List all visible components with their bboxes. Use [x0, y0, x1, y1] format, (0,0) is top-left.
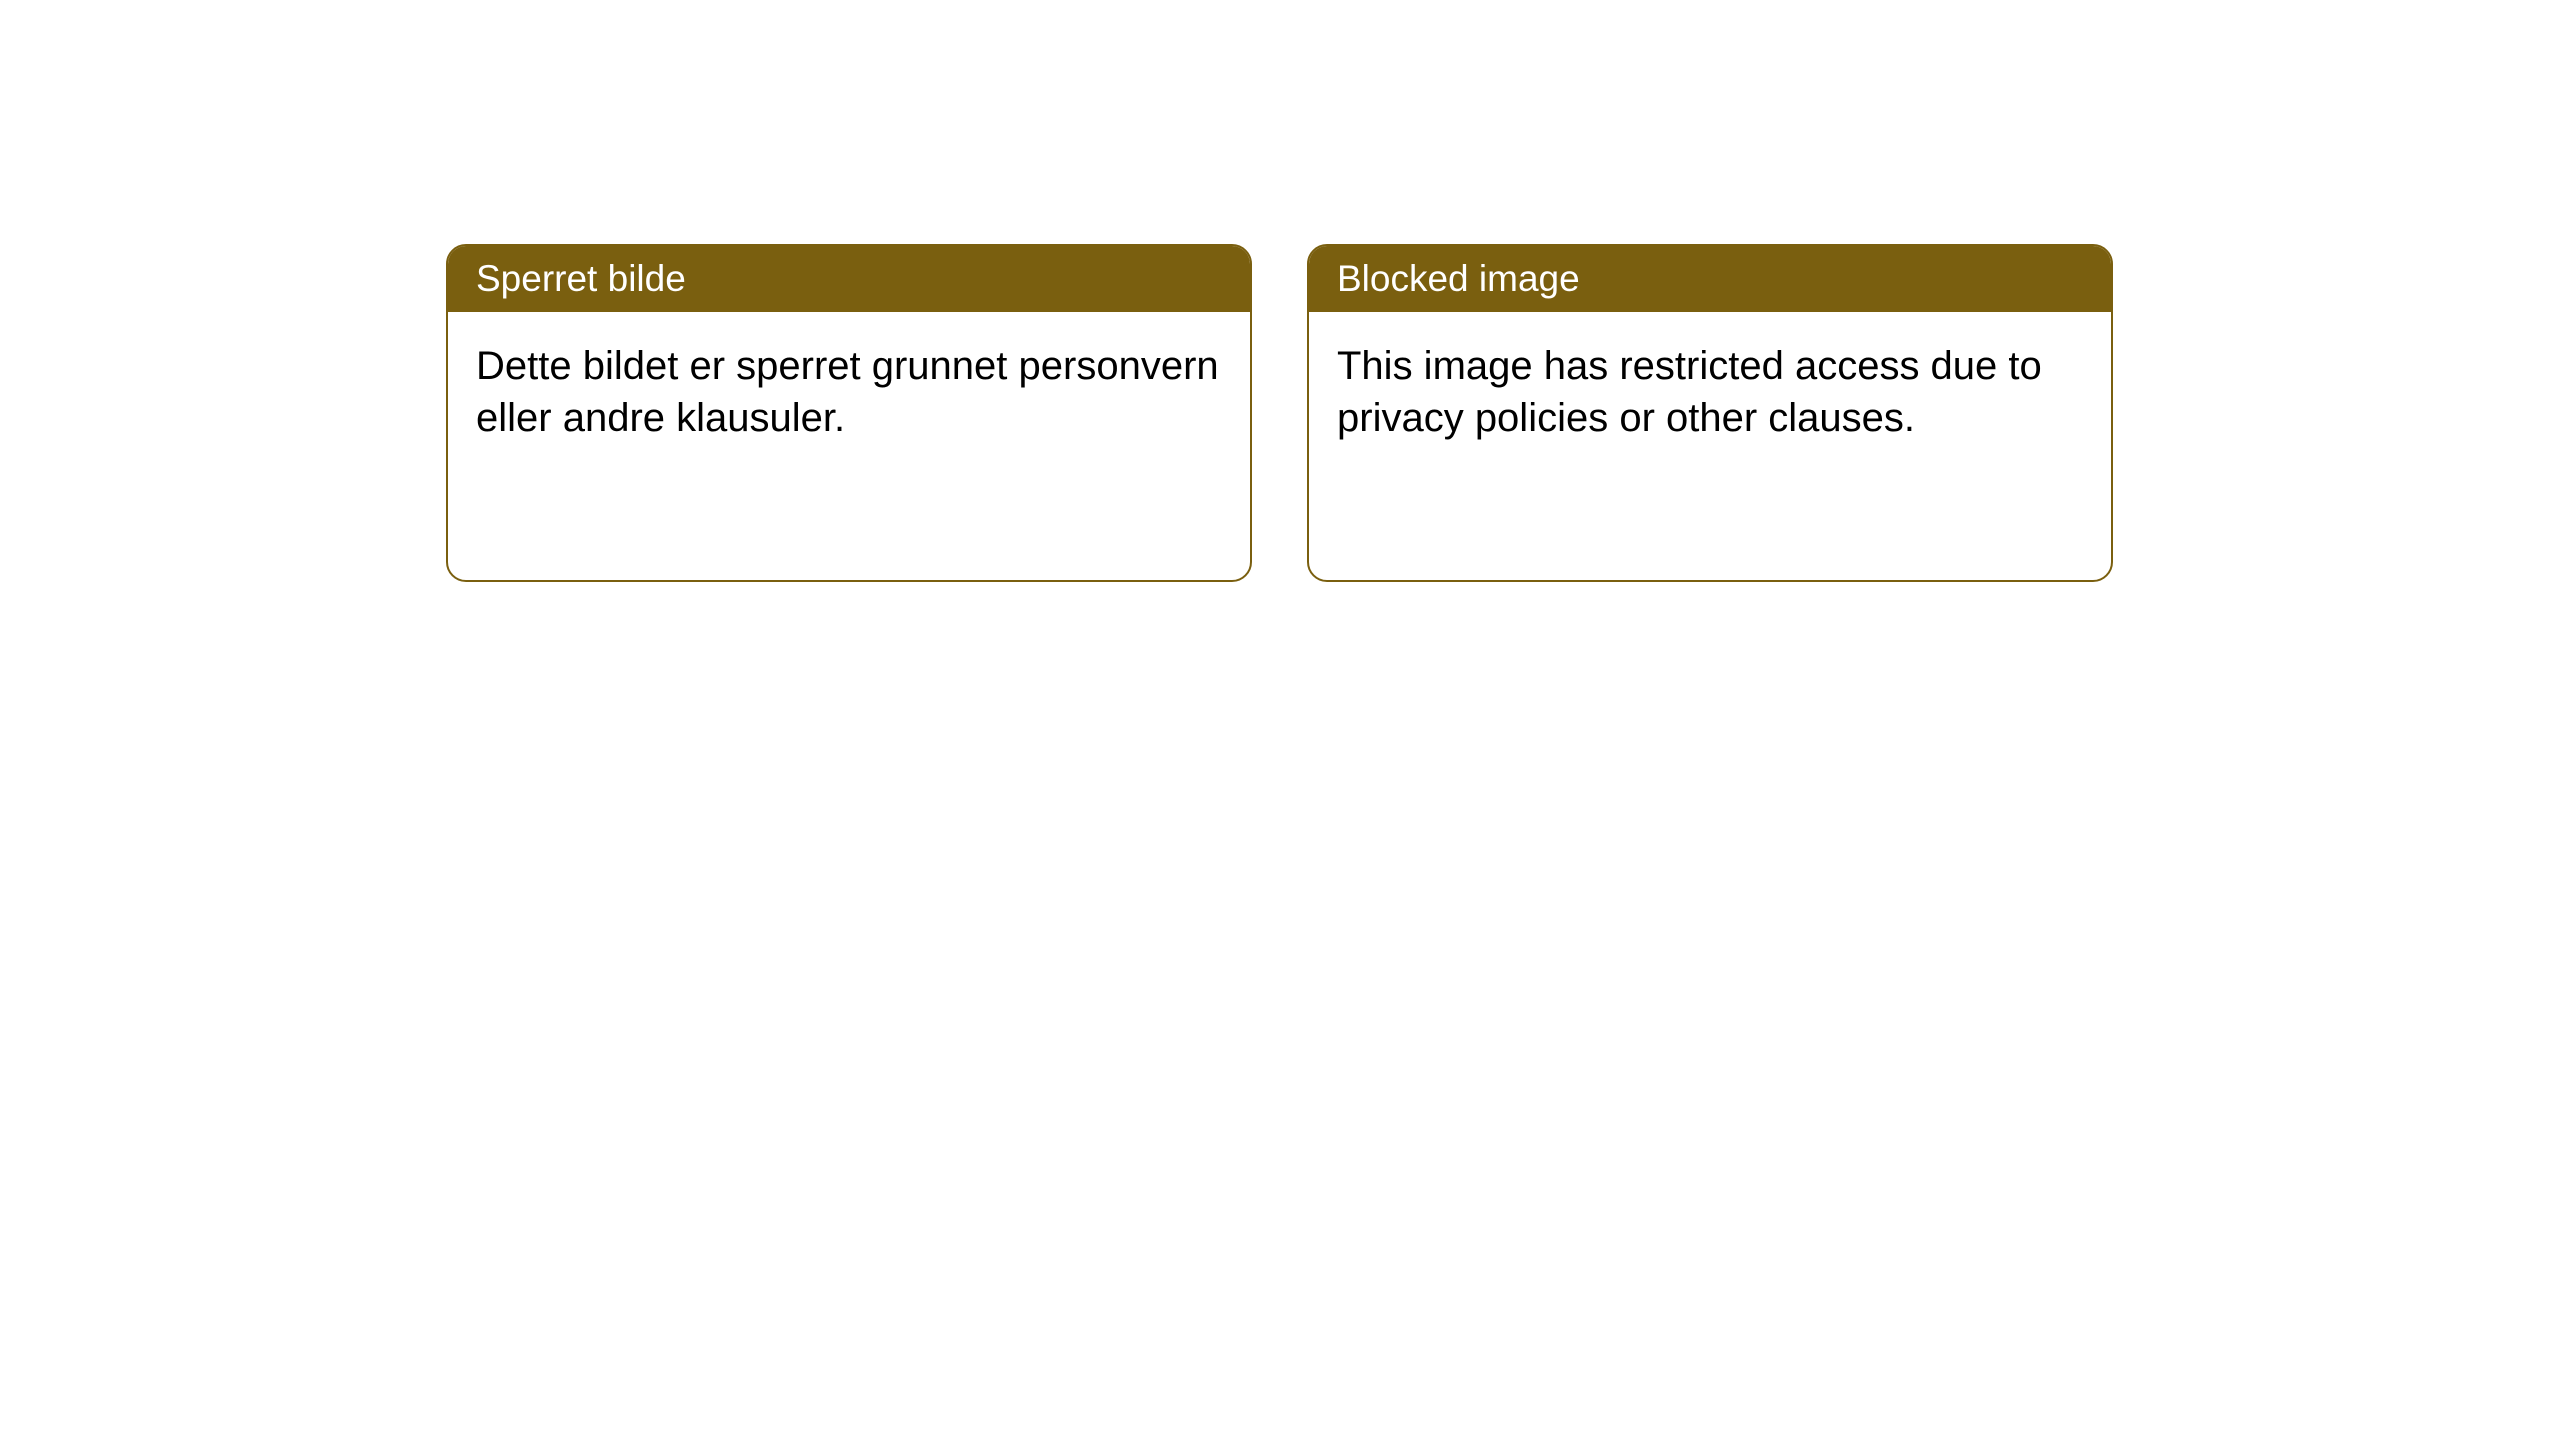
- notice-header: Blocked image: [1309, 246, 2111, 312]
- notice-message: Dette bildet er sperret grunnet personve…: [476, 344, 1219, 440]
- notice-message: This image has restricted access due to …: [1337, 344, 2042, 440]
- notice-container: Sperret bilde Dette bildet er sperret gr…: [0, 0, 2560, 582]
- notice-header: Sperret bilde: [448, 246, 1250, 312]
- notice-title: Sperret bilde: [476, 258, 686, 299]
- notice-body: Dette bildet er sperret grunnet personve…: [448, 312, 1250, 472]
- notice-title: Blocked image: [1337, 258, 1580, 299]
- notice-card-norwegian: Sperret bilde Dette bildet er sperret gr…: [446, 244, 1252, 582]
- notice-card-english: Blocked image This image has restricted …: [1307, 244, 2113, 582]
- notice-body: This image has restricted access due to …: [1309, 312, 2111, 472]
